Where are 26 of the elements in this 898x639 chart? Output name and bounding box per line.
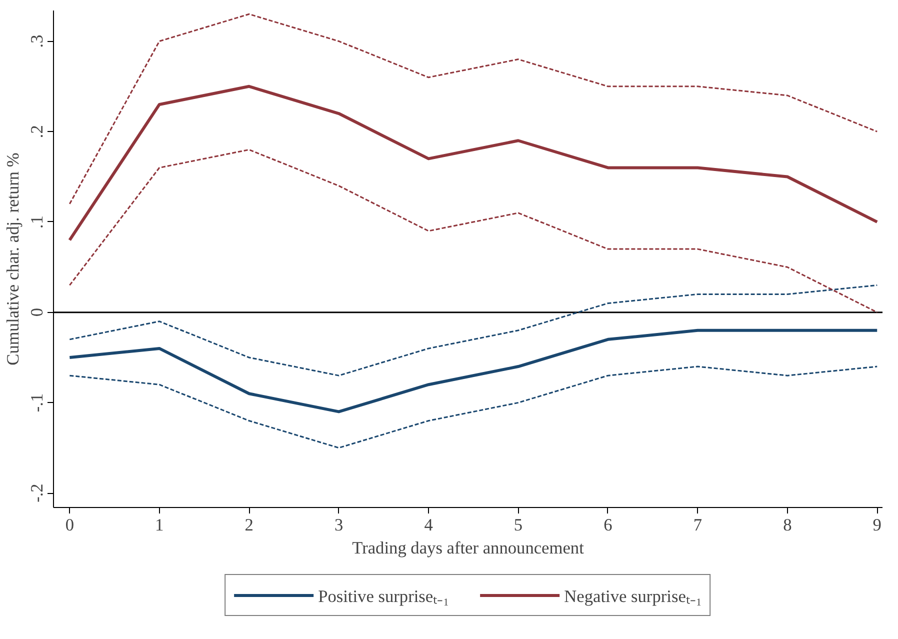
- x-tick-label: 3: [334, 516, 344, 534]
- y-tick-label: .2: [28, 125, 46, 138]
- x-axis-title: Trading days after announcement: [352, 538, 584, 558]
- x-tick-label: 6: [604, 516, 613, 534]
- x-tick-label: 7: [693, 516, 702, 534]
- x-tick-label: 4: [424, 516, 434, 534]
- y-tick-label: -.1: [28, 393, 46, 412]
- y-tick-label: 0: [28, 308, 46, 317]
- x-tick-label: 9: [872, 516, 882, 534]
- y-tick-label: -.2: [28, 484, 46, 502]
- legend-label: Negative surpriseₜ₋₁: [564, 586, 702, 607]
- line-series: [68, 328, 879, 414]
- line-series: [68, 284, 878, 376]
- y-axis-title: Cumulative char. adj. return %: [4, 152, 22, 366]
- y-tick-label: .3: [28, 34, 46, 48]
- y-tick-label: .1: [28, 215, 46, 228]
- line-series: [68, 366, 878, 449]
- line-series: [68, 84, 879, 242]
- x-tick-label: 0: [65, 516, 74, 534]
- x-tick-label: 1: [155, 516, 164, 534]
- line-series: [68, 148, 878, 314]
- legend-label: Positive surpriseₜ₋₁: [318, 586, 450, 607]
- x-tick-label: 8: [783, 516, 792, 534]
- x-tick-label: 2: [244, 516, 254, 534]
- x-tick-label: 5: [514, 516, 523, 534]
- line-series: [68, 13, 878, 205]
